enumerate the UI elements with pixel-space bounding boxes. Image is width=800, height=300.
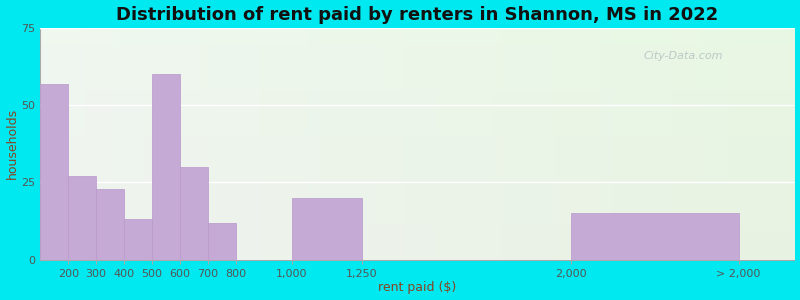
Bar xyxy=(292,198,362,260)
Bar xyxy=(208,223,236,260)
Bar xyxy=(68,176,96,260)
Bar xyxy=(152,74,180,260)
Bar xyxy=(571,213,738,260)
Bar xyxy=(180,167,208,260)
Bar xyxy=(124,220,152,260)
Text: City-Data.com: City-Data.com xyxy=(644,51,723,61)
Y-axis label: households: households xyxy=(6,108,18,179)
Bar xyxy=(40,83,68,260)
Title: Distribution of rent paid by renters in Shannon, MS in 2022: Distribution of rent paid by renters in … xyxy=(116,6,718,24)
X-axis label: rent paid ($): rent paid ($) xyxy=(378,281,457,294)
Bar xyxy=(96,189,124,260)
